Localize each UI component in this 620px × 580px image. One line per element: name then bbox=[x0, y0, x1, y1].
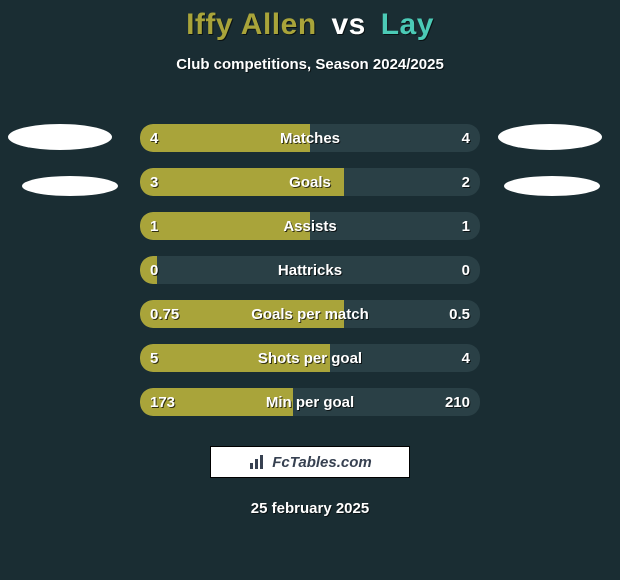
ellipse-left-top bbox=[8, 124, 112, 150]
bar-value-right: 0 bbox=[462, 256, 470, 284]
bar-label: Min per goal bbox=[140, 388, 480, 416]
title: Iffy Allen vs Lay bbox=[0, 0, 620, 42]
bar-value-left: 0 bbox=[150, 256, 158, 284]
bar-track: Assists1 1 bbox=[140, 212, 480, 240]
comparison-card: Iffy Allen vs Lay Club competitions, Sea… bbox=[0, 0, 620, 580]
bar-label: Matches bbox=[140, 124, 480, 152]
ellipse-left-mid bbox=[22, 176, 118, 196]
bar-value-left: 0.75 bbox=[150, 300, 179, 328]
bar-track: Shots per goal5 4 bbox=[140, 344, 480, 372]
bar-label: Shots per goal bbox=[140, 344, 480, 372]
bar-value-right: 2 bbox=[462, 168, 470, 196]
bar-value-right: 1 bbox=[462, 212, 470, 240]
bar-track: Hattricks0 0 bbox=[140, 256, 480, 284]
comparison-bars: Matches44Goals32Assists11Hattricks00Goal… bbox=[140, 124, 480, 432]
bar-label: Goals per match bbox=[140, 300, 480, 328]
bar-row: Assists1 1 bbox=[140, 212, 480, 240]
bar-value-left: 3 bbox=[150, 168, 158, 196]
player1-name: Iffy Allen bbox=[186, 8, 317, 41]
date-text: 25 february 2025 bbox=[0, 500, 620, 517]
brand-text: FcTables.com bbox=[272, 454, 371, 471]
vs-word: vs bbox=[332, 8, 366, 41]
bar-value-left: 4 bbox=[150, 124, 158, 152]
bar-value-right: 210 bbox=[445, 388, 470, 416]
bar-row: Matches4 4 bbox=[140, 124, 480, 152]
bar-row: Hattricks0 0 bbox=[140, 256, 480, 284]
bar-label: Goals bbox=[140, 168, 480, 196]
brand-box[interactable]: FcTables.com bbox=[210, 446, 410, 478]
bar-value-right: 4 bbox=[462, 124, 470, 152]
player2-name: Lay bbox=[381, 8, 434, 41]
bar-row: Min per goal173 210 bbox=[140, 388, 480, 416]
ellipse-right-mid bbox=[504, 176, 600, 196]
ellipse-right-top bbox=[498, 124, 602, 150]
bar-row: Shots per goal5 4 bbox=[140, 344, 480, 372]
bar-track: Goals3 2 bbox=[140, 168, 480, 196]
bar-value-left: 1 bbox=[150, 212, 158, 240]
bar-label: Assists bbox=[140, 212, 480, 240]
bar-row: Goals per match0.75 0.5 bbox=[140, 300, 480, 328]
bar-track: Min per goal173 210 bbox=[140, 388, 480, 416]
bar-row: Goals3 2 bbox=[140, 168, 480, 196]
subtitle: Club competitions, Season 2024/2025 bbox=[0, 56, 620, 73]
bar-track: Goals per match0.75 0.5 bbox=[140, 300, 480, 328]
brand-chart-icon bbox=[248, 453, 266, 471]
bar-value-left: 5 bbox=[150, 344, 158, 372]
bar-value-left: 173 bbox=[150, 388, 175, 416]
bar-track: Matches4 4 bbox=[140, 124, 480, 152]
bar-label: Hattricks bbox=[140, 256, 480, 284]
bar-value-right: 4 bbox=[462, 344, 470, 372]
bar-value-right: 0.5 bbox=[449, 300, 470, 328]
